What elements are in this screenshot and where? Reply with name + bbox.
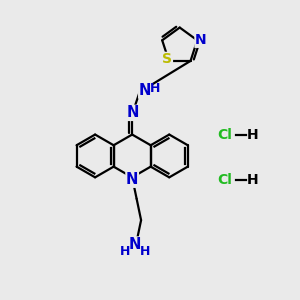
Text: N: N xyxy=(127,105,139,120)
Text: H: H xyxy=(247,173,258,187)
Text: N: N xyxy=(139,83,151,98)
Text: H: H xyxy=(247,128,258,142)
Text: Cl: Cl xyxy=(217,173,232,187)
Text: Cl: Cl xyxy=(217,128,232,142)
Text: H: H xyxy=(150,82,160,95)
Text: S: S xyxy=(162,52,172,66)
Text: H: H xyxy=(140,244,150,258)
Text: N: N xyxy=(129,237,141,252)
Text: N: N xyxy=(126,172,138,187)
Text: H: H xyxy=(120,244,130,258)
Text: N: N xyxy=(195,33,207,47)
